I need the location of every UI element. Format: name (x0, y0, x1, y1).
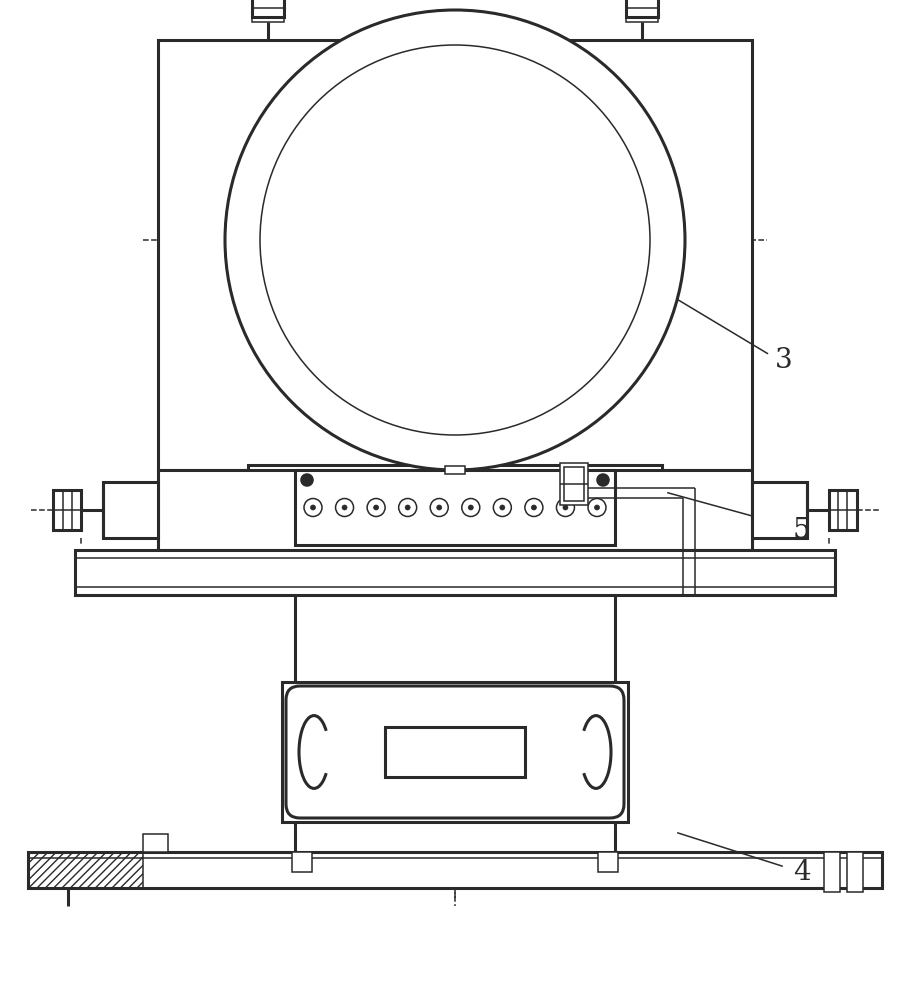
Text: 4: 4 (793, 858, 811, 886)
Circle shape (469, 505, 473, 510)
Circle shape (531, 505, 536, 510)
Bar (626, 17, 658, 22)
Bar (598, 852, 618, 872)
Bar (295, 470, 615, 545)
Bar (824, 852, 840, 892)
Circle shape (594, 505, 600, 510)
Circle shape (500, 505, 505, 510)
Circle shape (225, 10, 685, 470)
Bar (626, 0, 658, 17)
Circle shape (304, 498, 322, 516)
Bar (158, 40, 752, 470)
FancyBboxPatch shape (286, 686, 624, 818)
Circle shape (336, 498, 354, 516)
Circle shape (461, 498, 480, 516)
Bar (560, 463, 588, 505)
Bar (28, 852, 143, 888)
Bar (564, 467, 584, 501)
Bar (143, 834, 168, 852)
Circle shape (301, 474, 313, 486)
Circle shape (588, 498, 606, 516)
Circle shape (399, 498, 417, 516)
Circle shape (430, 498, 449, 516)
Bar (252, 0, 284, 17)
Circle shape (437, 505, 441, 510)
Text: 3: 3 (775, 347, 793, 373)
Bar (847, 852, 863, 892)
Bar (829, 490, 857, 530)
Bar (53, 490, 81, 530)
Circle shape (556, 498, 574, 516)
Circle shape (493, 498, 511, 516)
Bar (385, 727, 525, 777)
Bar (445, 466, 465, 474)
Bar (295, 595, 615, 852)
Circle shape (525, 498, 543, 516)
Circle shape (374, 505, 379, 510)
Bar (248, 465, 662, 510)
Bar (28, 852, 882, 888)
Bar (292, 852, 312, 872)
Bar (158, 470, 752, 550)
Circle shape (563, 505, 568, 510)
Circle shape (342, 505, 347, 510)
Circle shape (597, 474, 609, 486)
Bar (282, 682, 628, 822)
Circle shape (310, 505, 316, 510)
Text: 5: 5 (793, 516, 811, 544)
Bar (252, 17, 284, 22)
Bar (752, 482, 807, 538)
Circle shape (367, 498, 385, 516)
Circle shape (405, 505, 410, 510)
Bar (158, 510, 752, 550)
Bar (75, 550, 835, 595)
Bar (103, 482, 158, 538)
